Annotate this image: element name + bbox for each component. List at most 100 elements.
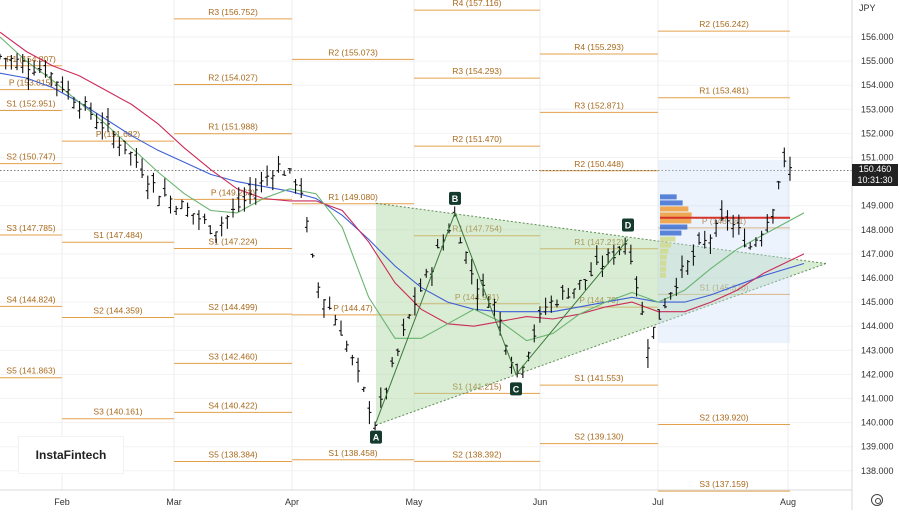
pivot-label: S2 (150.747): [6, 152, 55, 162]
pivot-label: S2 (139.130): [574, 432, 623, 442]
y-tick-label: 139.000: [861, 442, 894, 452]
price-axis: 138.000 139.000 140.000 141.000 142.000 143.0…: [851, 0, 900, 510]
pivot-label: S5 (141.863): [6, 366, 55, 376]
ma-line: [0, 31, 805, 327]
profile-bar: [660, 194, 677, 200]
pivot-label: S1 (138.458): [328, 448, 377, 458]
pivot-label: P (148.081): [702, 216, 746, 226]
x-tick-label: Aug: [780, 497, 796, 507]
pivot-label: R3 (154.293): [452, 66, 502, 76]
y-tick-label: 142.000: [861, 369, 894, 379]
pivot-label: S1 (141.553): [574, 373, 623, 383]
axis-bg: [852, 0, 900, 510]
profile-bar: [660, 242, 672, 248]
pivot-label: R2 (150.448): [574, 159, 624, 169]
y-tick-label: 146.000: [861, 273, 894, 283]
pivot-label: R4 (155.293): [574, 42, 624, 52]
pivot-label: R3 (152.871): [574, 100, 624, 110]
y-tick-label: 152.000: [861, 128, 894, 138]
profile-bar: [660, 272, 667, 278]
pivot-label: P (149.263): [211, 187, 255, 197]
pivot-label: R1 (147.212): [574, 237, 624, 247]
pivot-label: P (151.682): [96, 129, 140, 139]
y-tick-label: 151.000: [861, 153, 894, 163]
y-tick-label: 148.000: [861, 225, 894, 235]
last-price: 150.460: [858, 164, 892, 174]
profile-bar: [660, 260, 667, 266]
x-tick-label: May: [405, 497, 423, 507]
pivot-label: S2 (144.359): [93, 306, 142, 316]
pivot-label: S1 (152.951): [6, 98, 55, 108]
y-tick-label: 140.000: [861, 418, 894, 428]
pivot-label: R2 (154.027): [208, 73, 258, 83]
pivot-label: R1 (153.481): [699, 86, 749, 96]
triangle-fill: [376, 203, 826, 426]
pivot-label: S1 (145.320): [699, 282, 748, 292]
pivot-label: S2 (139.920): [699, 413, 748, 423]
pivot-label: P (144.79): [579, 295, 619, 305]
pivot-label: S3 (140.161): [93, 407, 142, 417]
settings-icon[interactable]: [871, 494, 883, 506]
pivot-label: S5 (138.384): [208, 450, 257, 460]
pivot-label: S3 (137.159): [699, 479, 748, 489]
time-axis: Feb Mar Apr May Jun Jul Aug: [0, 489, 852, 507]
y-tick-label: 144.000: [861, 321, 894, 331]
profile-bar: [660, 254, 667, 260]
y-tick-label: 141.000: [861, 394, 894, 404]
profile-bar: [660, 248, 669, 254]
pattern-marker: [510, 382, 522, 396]
pivot-label: S1 (147.484): [93, 230, 142, 240]
profile-bar: [660, 206, 689, 212]
profile-bar: [660, 218, 692, 224]
triangle-pattern: [375, 202, 827, 426]
moving-averages: [0, 31, 805, 342]
x-tick-label: Jun: [533, 497, 548, 507]
profile-box: [658, 159, 790, 344]
pattern-marker: [370, 430, 382, 444]
profile-bar: [660, 230, 682, 236]
profile-bar: [660, 224, 688, 230]
ma-line: [0, 36, 805, 342]
x-tick-label: Mar: [166, 497, 182, 507]
y-tick-label: 147.000: [861, 249, 894, 259]
pattern-label: D: [625, 220, 632, 230]
y-tick-label: 155.000: [861, 56, 894, 66]
pivot-label: S1 (147.224): [208, 237, 257, 247]
instafintech-logo: InstaFintech: [18, 436, 124, 474]
y-tick-label: 138.000: [861, 466, 894, 476]
pivot-label: R1 (149.080): [328, 192, 378, 202]
bar-countdown: 10:31:30: [857, 175, 893, 185]
x-tick-label: Feb: [54, 497, 70, 507]
currency-label: JPY: [859, 3, 876, 13]
pivot-label: R1 (147.754): [452, 224, 502, 234]
pivot-label: S4 (144.824): [6, 294, 55, 304]
pivot-label: R2 (151.470): [452, 134, 502, 144]
pivot-label: S2 (138.392): [452, 449, 501, 459]
pattern-marker: [622, 218, 634, 232]
pattern-label: C: [513, 384, 520, 394]
volume-profile: [658, 159, 790, 344]
x-tick-label: Apr: [285, 497, 299, 507]
pivot-label: S1 (141.215): [452, 381, 501, 391]
pivot-label: R2 (155.073): [328, 47, 378, 57]
pivot-label: P (144.47): [333, 303, 373, 313]
pivot-label: R1 (151.988): [208, 122, 258, 132]
pivot-label: S2 (144.499): [208, 302, 257, 312]
pivot-label: R1 (154.807): [6, 54, 56, 64]
pattern-label: A: [373, 433, 380, 443]
pivot-label: R4 (157.116): [453, 0, 502, 8]
profile-bar: [660, 212, 692, 218]
pivot-lines: R1 (154.807) P (153.815) S1 (152.951) S2 (1…: [0, 0, 852, 492]
pivot-label: S3 (147.785): [6, 223, 55, 233]
pivot-label: R3 (156.752): [208, 7, 258, 17]
y-tick-label: 153.000: [861, 104, 894, 114]
pivot-label: R2 (156.242): [699, 19, 749, 29]
y-tick-label: 156.000: [861, 32, 894, 42]
last-price-box: 150.460 10:31:30: [852, 164, 898, 186]
pivot-label: S4 (140.422): [208, 400, 257, 410]
y-tick-label: 154.000: [861, 80, 894, 90]
profile-bar: [660, 266, 667, 272]
pivot-label: P (153.815): [9, 78, 53, 88]
